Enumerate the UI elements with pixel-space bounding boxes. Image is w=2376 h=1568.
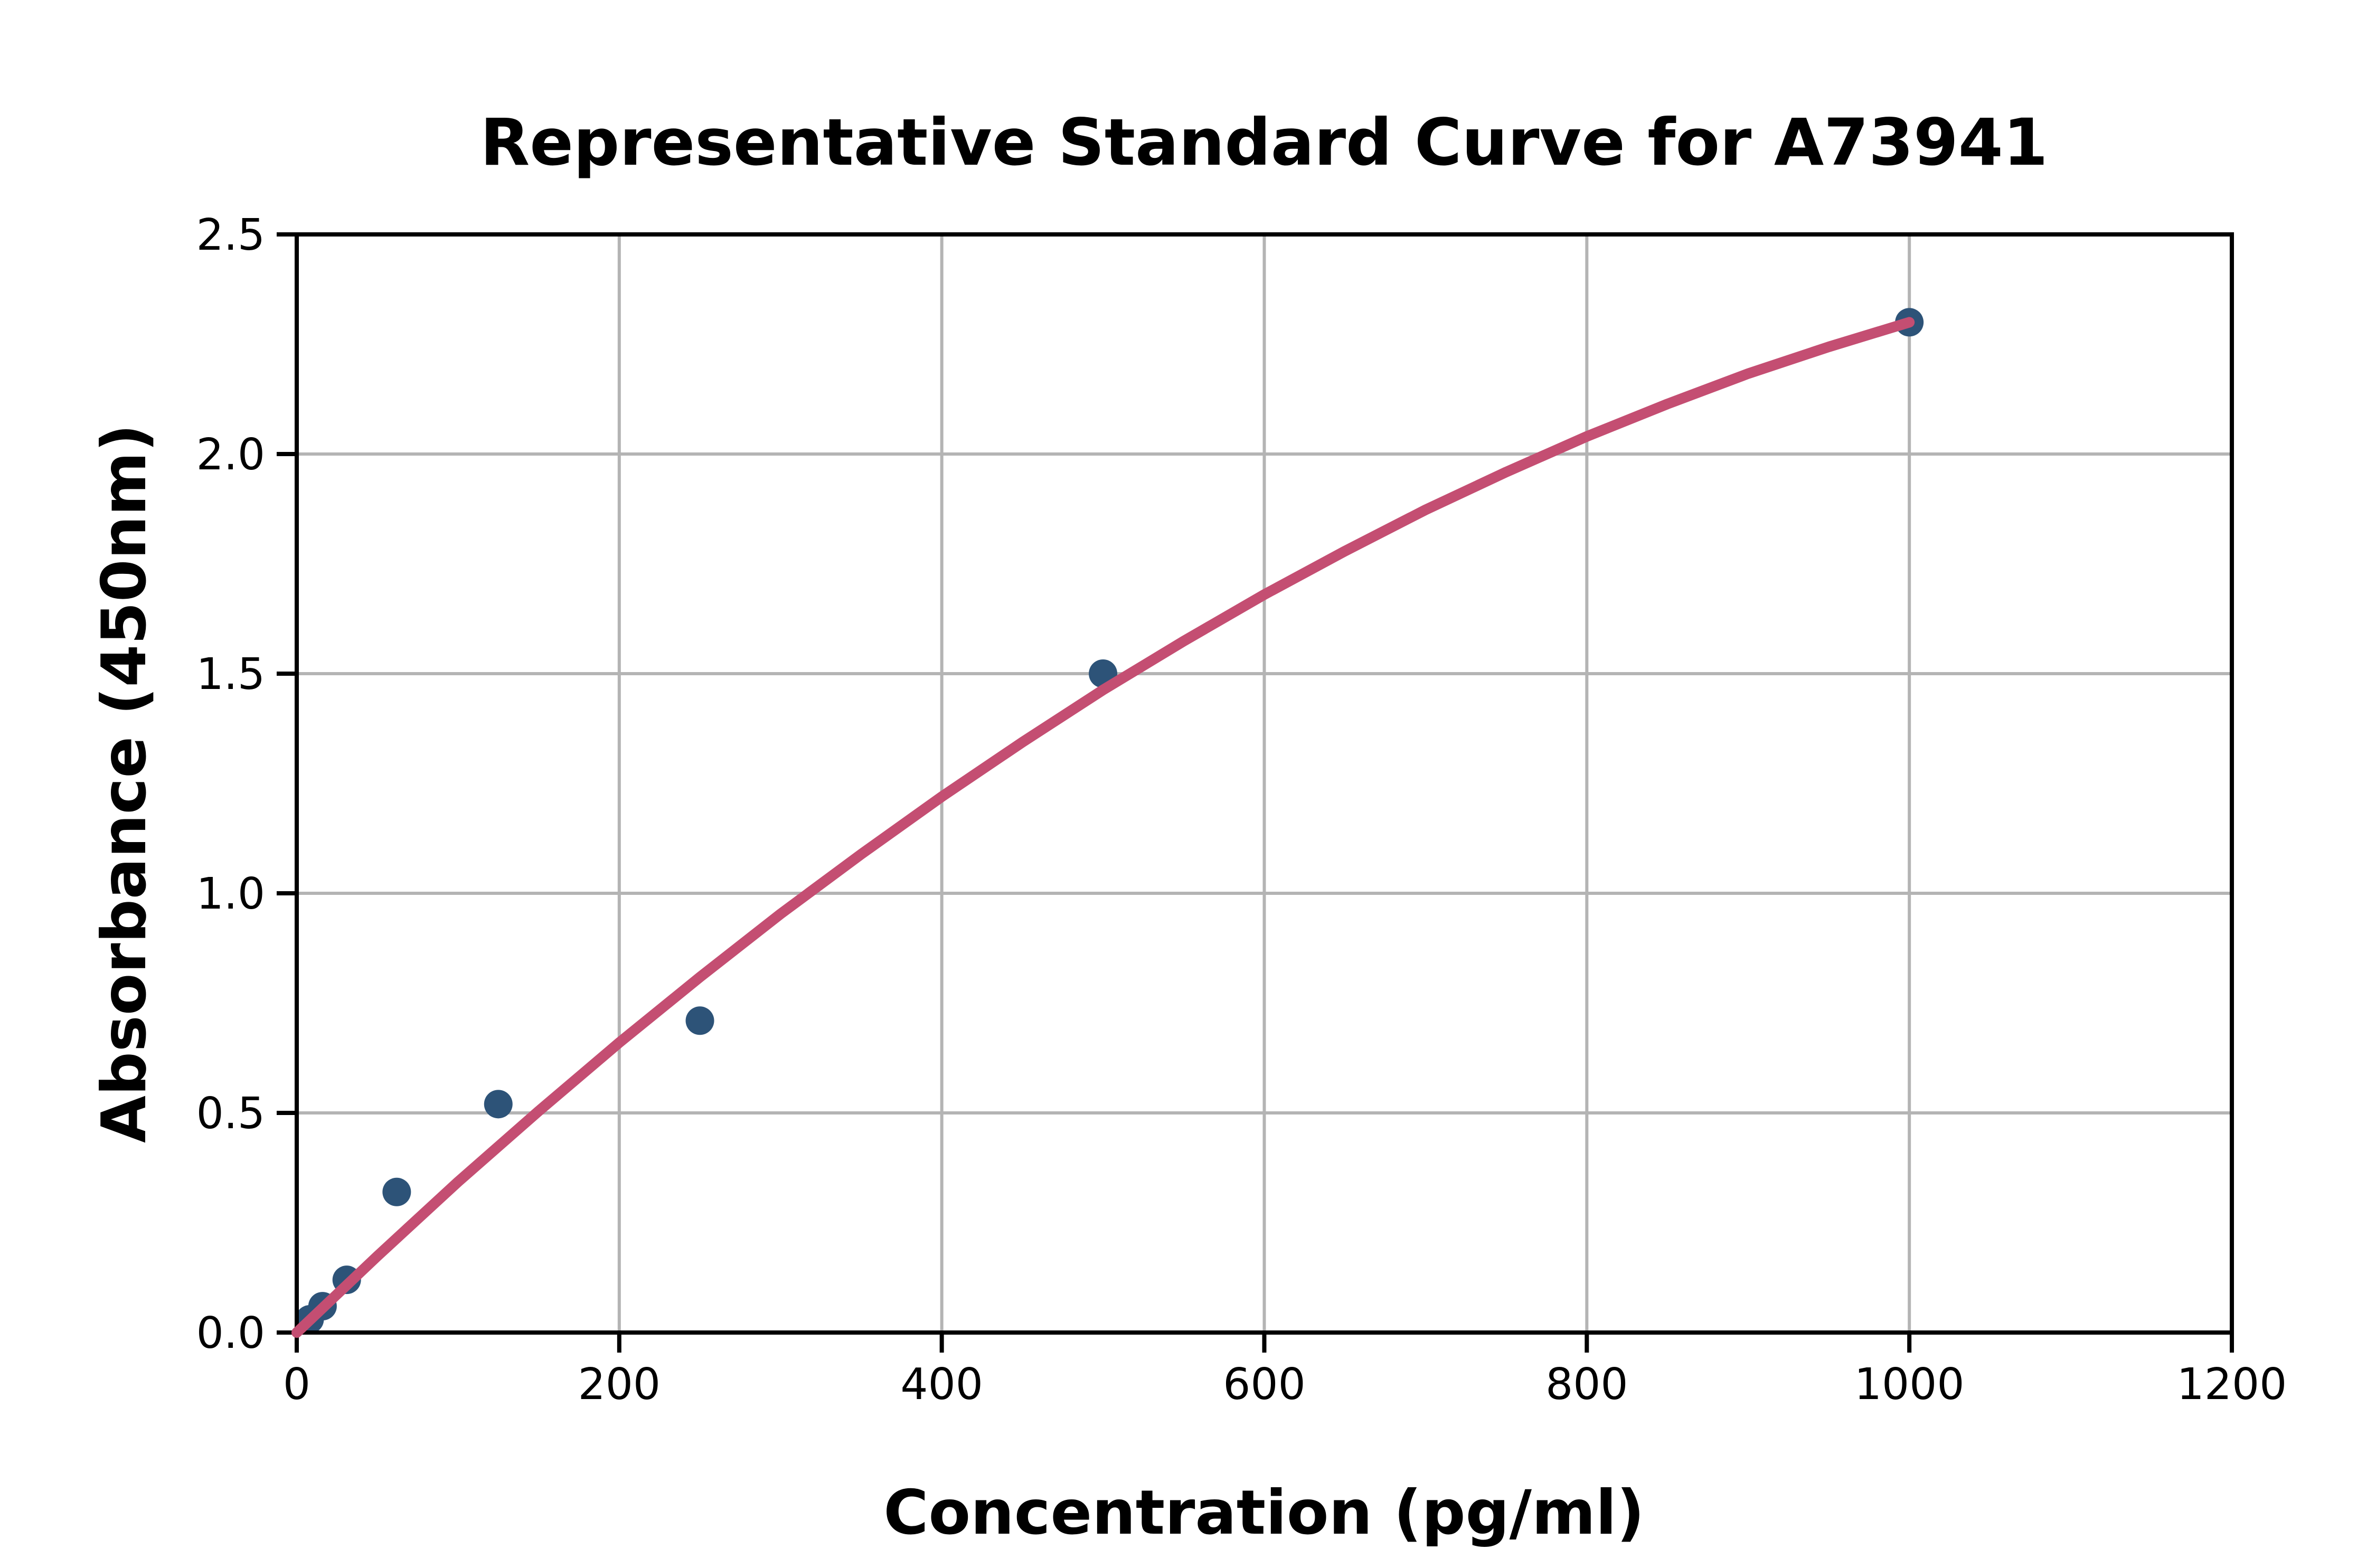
x-tick-label: 1000 <box>1854 1359 1965 1410</box>
y-tick-label: 1.0 <box>196 869 265 919</box>
fit-curve <box>291 317 1915 1338</box>
axis-ticks <box>277 232 2234 1353</box>
chart-title: Representative Standard Curve for A73941 <box>480 105 2048 180</box>
data-point <box>484 1090 513 1119</box>
x-tick-label: 600 <box>1223 1359 1306 1410</box>
x-axis-label: Concentration (pg/ml) <box>883 1477 1644 1548</box>
gridlines <box>295 233 2233 1334</box>
data-points <box>295 308 1924 1334</box>
x-tick-label: 400 <box>900 1359 983 1410</box>
x-tick-label: 1200 <box>2177 1359 2287 1410</box>
x-tick-label: 200 <box>578 1359 661 1410</box>
data-point <box>685 1006 714 1035</box>
fit-curve-path <box>291 317 1915 1338</box>
x-tick-label: 0 <box>283 1359 310 1410</box>
y-tick-label: 1.5 <box>196 649 265 700</box>
x-tick-label: 800 <box>1545 1359 1628 1410</box>
y-tick-label: 2.0 <box>196 430 265 480</box>
y-tick-label: 0.5 <box>196 1089 265 1139</box>
y-axis-label: Absorbance (450nm) <box>89 424 160 1143</box>
data-point <box>382 1177 411 1206</box>
y-tick-label: 0.0 <box>196 1308 265 1358</box>
y-tick-label: 2.5 <box>196 210 265 260</box>
tick-labels: 0 200 400 600 800 1000 1200 0.0 0.5 1.0 1.5 2.0 2.5 <box>196 210 2287 1410</box>
